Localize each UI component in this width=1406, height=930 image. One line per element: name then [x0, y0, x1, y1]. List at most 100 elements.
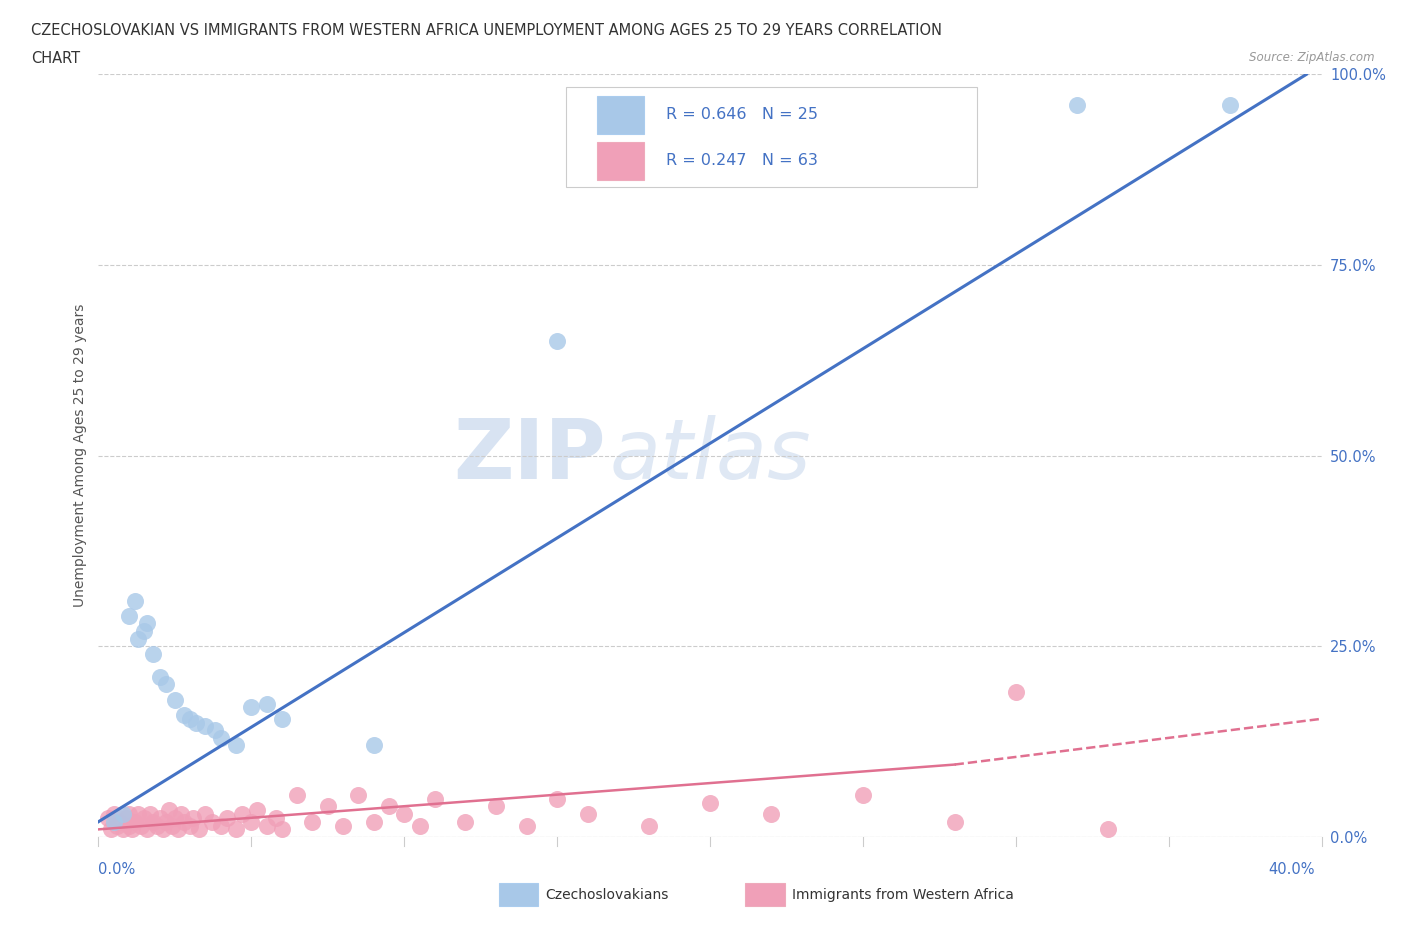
Point [194, 719, 217, 734]
FancyBboxPatch shape [565, 87, 977, 187]
Point [149, 811, 172, 826]
Point [1097, 822, 1119, 837]
Point [209, 730, 232, 745]
Point [127, 631, 149, 646]
Point [332, 818, 354, 833]
Point [264, 811, 287, 826]
Point [231, 806, 253, 821]
Point [699, 795, 721, 810]
Point [240, 815, 263, 830]
Text: CHART: CHART [31, 51, 80, 66]
Point [240, 700, 263, 715]
Point [363, 738, 385, 753]
Point [256, 696, 278, 711]
Text: Immigrants from Western Africa: Immigrants from Western Africa [792, 887, 1014, 902]
Point [347, 788, 370, 803]
Text: Czechoslovakians: Czechoslovakians [546, 887, 669, 902]
Point [392, 806, 416, 821]
Point [111, 806, 134, 821]
Point [546, 334, 568, 349]
Point [142, 815, 165, 830]
Point [301, 815, 323, 830]
Point [103, 806, 125, 821]
Point [363, 815, 385, 830]
Point [209, 818, 232, 833]
Text: Source: ZipAtlas.com: Source: ZipAtlas.com [1250, 51, 1375, 64]
Point [316, 799, 339, 814]
Point [759, 806, 782, 821]
Text: R = 0.646   N = 25: R = 0.646 N = 25 [666, 107, 818, 123]
Point [129, 818, 152, 833]
Point [163, 692, 186, 707]
Point [124, 815, 146, 830]
Point [285, 788, 308, 803]
Point [1066, 98, 1088, 113]
Point [155, 815, 177, 830]
Point [246, 803, 269, 817]
Point [163, 811, 186, 826]
Point [97, 811, 120, 826]
Point [188, 822, 211, 837]
Point [149, 670, 172, 684]
Point [194, 806, 217, 821]
Point [225, 738, 247, 753]
FancyBboxPatch shape [598, 96, 644, 134]
Point [637, 818, 661, 833]
Point [256, 818, 278, 833]
Point [576, 806, 599, 821]
Point [204, 723, 226, 737]
Point [103, 815, 125, 830]
FancyBboxPatch shape [598, 141, 644, 179]
Point [215, 811, 238, 826]
Point [167, 822, 190, 837]
Point [111, 822, 134, 837]
Point [115, 811, 138, 826]
Point [118, 818, 141, 833]
Point [108, 815, 131, 830]
Point [378, 799, 401, 814]
Point [127, 806, 149, 821]
Point [200, 815, 222, 830]
Point [139, 806, 162, 821]
Point [134, 624, 156, 639]
Point [136, 616, 159, 631]
Text: ZIP: ZIP [454, 415, 606, 497]
Y-axis label: Unemployment Among Ages 25 to 29 years: Unemployment Among Ages 25 to 29 years [73, 304, 87, 607]
Point [1219, 98, 1241, 113]
Text: 0.0%: 0.0% [98, 862, 135, 877]
Point [186, 715, 208, 730]
Point [179, 818, 201, 833]
Point [134, 811, 156, 826]
Point [124, 593, 146, 608]
Text: atlas: atlas [610, 415, 811, 497]
Point [408, 818, 430, 833]
Point [118, 608, 141, 623]
Point [142, 646, 165, 661]
Point [852, 788, 875, 803]
Point [943, 815, 966, 830]
Point [121, 822, 143, 837]
Point [546, 791, 568, 806]
Point [179, 711, 201, 726]
Point [170, 806, 193, 821]
Point [173, 708, 195, 723]
Point [516, 818, 538, 833]
Point [100, 822, 122, 837]
Point [160, 818, 183, 833]
Point [181, 811, 204, 826]
Point [423, 791, 446, 806]
Point [225, 822, 247, 837]
Point [155, 677, 177, 692]
Point [173, 815, 195, 830]
Point [157, 803, 180, 817]
Text: R = 0.247   N = 63: R = 0.247 N = 63 [666, 153, 818, 168]
Point [105, 818, 128, 833]
Point [118, 806, 141, 821]
Point [270, 822, 292, 837]
Point [145, 818, 167, 833]
Text: 40.0%: 40.0% [1268, 862, 1315, 877]
Text: CZECHOSLOVAKIAN VS IMMIGRANTS FROM WESTERN AFRICA UNEMPLOYMENT AMONG AGES 25 TO : CZECHOSLOVAKIAN VS IMMIGRANTS FROM WESTE… [31, 23, 942, 38]
Point [270, 711, 292, 726]
Point [136, 822, 159, 837]
Point [152, 822, 174, 837]
